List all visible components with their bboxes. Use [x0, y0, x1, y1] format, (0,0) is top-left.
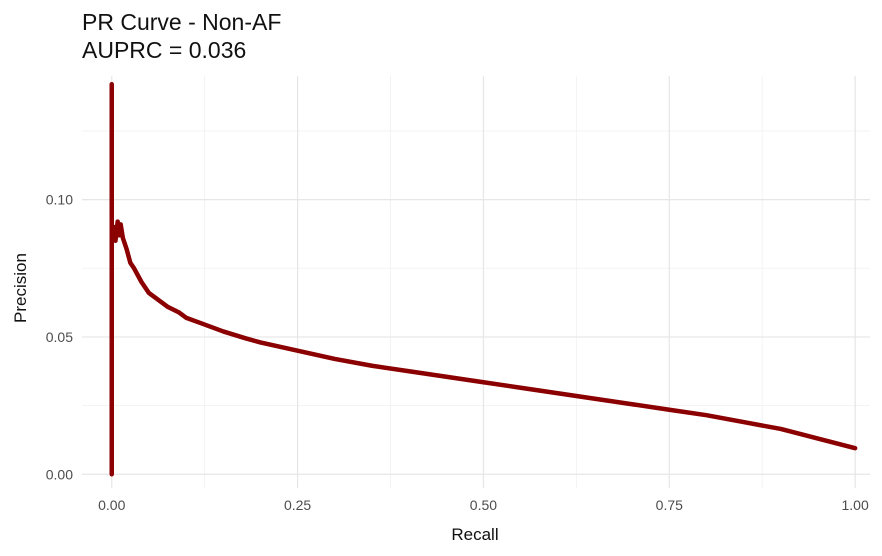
- x-tick-label: 1.00: [842, 497, 869, 513]
- chart-title: PR Curve - Non-AF: [82, 9, 281, 35]
- x-tick-label: 0.50: [470, 497, 497, 513]
- chart-subtitle: AUPRC = 0.036: [82, 37, 246, 63]
- plot-area: 0.00 0.25 0.50 0.75 1.00 0.00 0.05 0.10: [46, 76, 870, 513]
- x-tick-label: 0.25: [284, 497, 311, 513]
- pr-curve-line: [109, 81, 858, 477]
- y-tick-label: 0.05: [46, 329, 73, 345]
- y-tick-label: 0.00: [46, 466, 73, 482]
- y-axis-title: Precision: [11, 253, 30, 323]
- x-tick-label: 0.75: [656, 497, 683, 513]
- y-tick-label: 0.10: [46, 192, 73, 208]
- x-axis-title: Recall: [451, 525, 498, 544]
- x-tick-label: 0.00: [98, 497, 125, 513]
